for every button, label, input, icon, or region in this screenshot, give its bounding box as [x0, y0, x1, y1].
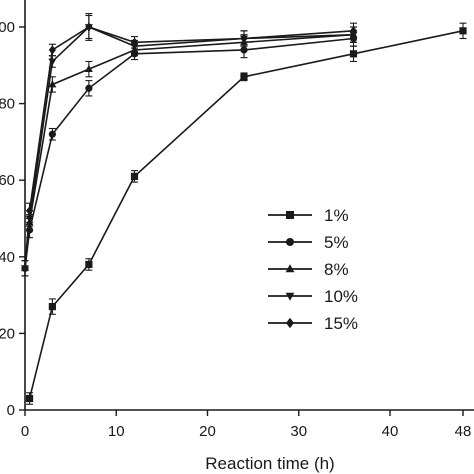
legend-label: 15% [324, 314, 358, 333]
x-tick-label: 10 [108, 423, 125, 440]
legend-label: 1% [324, 206, 349, 225]
y-tick-label: 20 [0, 325, 15, 342]
x-tick-label: 48 [455, 423, 472, 440]
data-point [130, 172, 139, 180]
x-tick-label: 30 [290, 423, 307, 440]
series-5 [21, 14, 358, 277]
data-point [85, 22, 93, 32]
series-line [24, 26, 354, 269]
data-point [349, 26, 358, 36]
plot-frame [24, 0, 474, 411]
data-point [25, 206, 34, 216]
y-axis-ticks: 0 20 40 60 80 100 [0, 19, 25, 419]
y-tick-label: 100 [0, 19, 15, 36]
data-point [25, 394, 34, 403]
series-line [24, 37, 354, 269]
legend-label: 10% [324, 287, 358, 306]
data-point [85, 84, 93, 92]
data-point [21, 263, 29, 273]
y-tick-label: 0 [7, 402, 15, 419]
data-point [48, 130, 56, 138]
legend-marker [285, 264, 295, 273]
y-tick-label: 80 [0, 96, 15, 113]
data-point [85, 260, 93, 269]
x-tick-label: 0 [21, 423, 29, 440]
legend-label: 5% [324, 233, 349, 252]
series-line [24, 26, 354, 269]
y-tick-label: 40 [0, 249, 15, 266]
legend-item: 8% [268, 260, 349, 279]
legend-item: 10% [268, 287, 358, 306]
legend: 1% 5% 8% 10% 15% [268, 206, 358, 333]
data-point [84, 64, 93, 73]
series-1 [25, 22, 467, 405]
series-line [24, 33, 354, 269]
legend-item: 5% [268, 233, 349, 252]
legend-marker [286, 211, 294, 219]
data-point [459, 27, 467, 35]
data-point [48, 80, 57, 88]
x-tick-label: 20 [199, 423, 216, 440]
series-4 [21, 13, 358, 277]
x-axis-title: Reaction time (h) [205, 454, 334, 473]
series-layer [21, 13, 467, 405]
series-line [28, 30, 464, 399]
legend-item: 15% [268, 314, 358, 333]
legend-marker [285, 292, 295, 301]
data-point [349, 50, 358, 58]
legend-marker [286, 238, 294, 246]
series-2 [21, 30, 358, 277]
data-point [240, 73, 248, 81]
legend-marker [286, 317, 294, 329]
data-point [130, 37, 139, 47]
legend-item: 1% [268, 206, 349, 225]
data-point [240, 33, 248, 44]
x-axis-ticks: 0 10 20 30 40 48 [21, 410, 472, 440]
data-point [48, 45, 56, 55]
x-tick-label: 40 [382, 423, 399, 440]
legend-label: 8% [324, 260, 349, 279]
y-tick-label: 60 [0, 172, 15, 189]
data-point [48, 302, 56, 311]
